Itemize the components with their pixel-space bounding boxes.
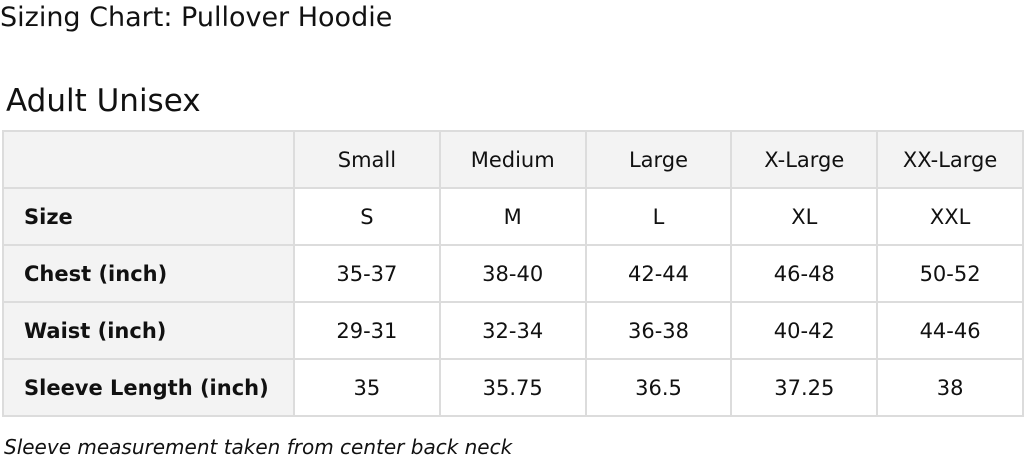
table-cell: 37.25 [730,358,879,417]
table-cell: 32-34 [438,301,587,360]
row-label: Waist (inch) [2,301,295,360]
table-cell: 44-46 [876,301,1024,360]
table-cell: 35-37 [293,244,441,303]
row-label: Size [2,187,295,246]
table-row: Size S M L XL XXL [2,187,1024,246]
table-cell: 38 [876,358,1024,417]
column-header: Large [584,130,733,189]
table-cell: S [293,187,441,246]
table-row: Chest (inch) 35-37 38-40 42-44 46-48 50-52 [2,244,1024,303]
table-row: Waist (inch) 29-31 32-34 36-38 40-42 44-46 [2,301,1024,360]
column-header: Medium [438,130,587,189]
row-label: Sleeve Length (inch) [2,358,295,417]
table-cell: 42-44 [584,244,733,303]
table-cell: 35.75 [438,358,587,417]
table-cell: XXL [876,187,1024,246]
table-header-row: Small Medium Large X-Large XX-Large [2,130,1024,189]
table-cell: 36-38 [584,301,733,360]
row-label: Chest (inch) [2,244,295,303]
table-cell: L [584,187,733,246]
table-cell: 38-40 [438,244,587,303]
table-cell: 29-31 [293,301,441,360]
table-cell: 36.5 [584,358,733,417]
table-cell: XL [730,187,879,246]
section-subtitle: Adult Unisex [6,83,201,119]
table-cell: 50-52 [876,244,1024,303]
footnote: Sleeve measurement taken from center bac… [4,435,513,459]
table-cell: 35 [293,358,441,417]
column-header: XX-Large [876,130,1024,189]
table-row: Sleeve Length (inch) 35 35.75 36.5 37.25 38 [2,358,1024,417]
column-header [2,130,295,189]
column-header: X-Large [730,130,879,189]
table-cell: 40-42 [730,301,879,360]
table-cell: M [438,187,587,246]
sizing-table: Small Medium Large X-Large XX-Large Size… [2,130,1024,417]
page-title: Sizing Chart: Pullover Hoodie [0,2,393,33]
table-cell: 46-48 [730,244,879,303]
column-header: Small [293,130,441,189]
